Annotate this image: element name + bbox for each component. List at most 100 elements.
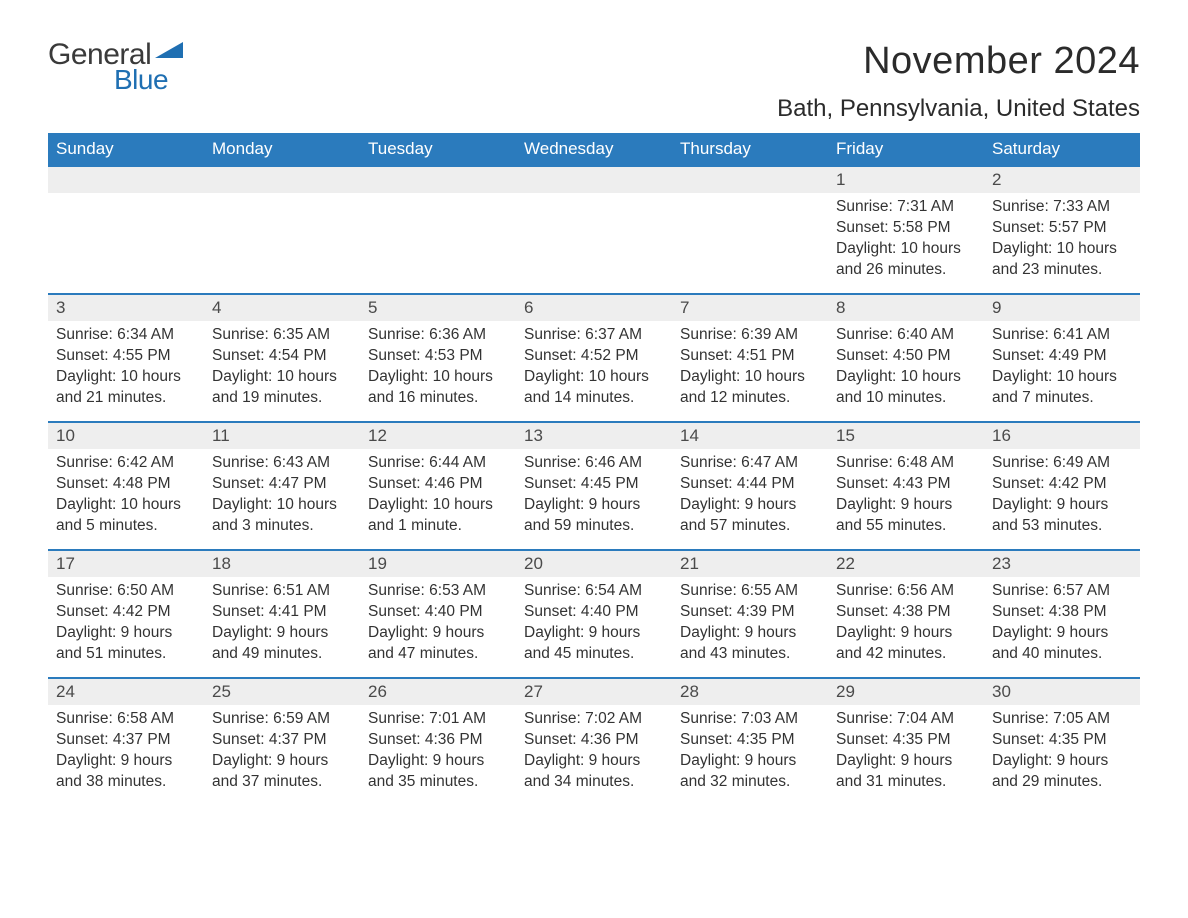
daylight-line: Daylight: 10 hours and 21 minutes. — [56, 367, 196, 409]
daylight-line: Daylight: 9 hours and 31 minutes. — [836, 751, 976, 793]
sunrise-line: Sunrise: 6:47 AM — [680, 453, 820, 474]
calendar-day-cell — [204, 167, 360, 293]
sunrise-line: Sunrise: 7:01 AM — [368, 709, 508, 730]
day-body: Sunrise: 6:37 AMSunset: 4:52 PMDaylight:… — [516, 321, 672, 417]
calendar-day-cell: 28Sunrise: 7:03 AMSunset: 4:35 PMDayligh… — [672, 679, 828, 805]
calendar-day-cell: 20Sunrise: 6:54 AMSunset: 4:40 PMDayligh… — [516, 551, 672, 677]
day-body: Sunrise: 6:39 AMSunset: 4:51 PMDaylight:… — [672, 321, 828, 417]
day-number — [204, 167, 360, 193]
day-number: 2 — [984, 167, 1140, 193]
calendar-week-row: 24Sunrise: 6:58 AMSunset: 4:37 PMDayligh… — [48, 677, 1140, 805]
day-number: 11 — [204, 423, 360, 449]
sunset-line: Sunset: 4:39 PM — [680, 602, 820, 623]
sunrise-line: Sunrise: 6:53 AM — [368, 581, 508, 602]
calendar-week-row: 10Sunrise: 6:42 AMSunset: 4:48 PMDayligh… — [48, 421, 1140, 549]
calendar-day-cell: 18Sunrise: 6:51 AMSunset: 4:41 PMDayligh… — [204, 551, 360, 677]
day-body: Sunrise: 7:02 AMSunset: 4:36 PMDaylight:… — [516, 705, 672, 801]
day-number: 19 — [360, 551, 516, 577]
sunset-line: Sunset: 4:46 PM — [368, 474, 508, 495]
calendar-day-cell: 16Sunrise: 6:49 AMSunset: 4:42 PMDayligh… — [984, 423, 1140, 549]
day-number: 1 — [828, 167, 984, 193]
sunset-line: Sunset: 4:36 PM — [524, 730, 664, 751]
day-number: 27 — [516, 679, 672, 705]
logo-triangle-icon — [155, 42, 183, 58]
day-number: 16 — [984, 423, 1140, 449]
daylight-line: Daylight: 10 hours and 26 minutes. — [836, 239, 976, 281]
sunset-line: Sunset: 4:37 PM — [212, 730, 352, 751]
day-number: 6 — [516, 295, 672, 321]
day-number: 23 — [984, 551, 1140, 577]
day-number: 17 — [48, 551, 204, 577]
sunset-line: Sunset: 4:52 PM — [524, 346, 664, 367]
day-number: 29 — [828, 679, 984, 705]
day-body: Sunrise: 6:43 AMSunset: 4:47 PMDaylight:… — [204, 449, 360, 545]
sunrise-line: Sunrise: 6:35 AM — [212, 325, 352, 346]
day-body: Sunrise: 7:01 AMSunset: 4:36 PMDaylight:… — [360, 705, 516, 801]
day-body: Sunrise: 7:31 AMSunset: 5:58 PMDaylight:… — [828, 193, 984, 289]
day-number: 24 — [48, 679, 204, 705]
day-body: Sunrise: 6:55 AMSunset: 4:39 PMDaylight:… — [672, 577, 828, 673]
daylight-line: Daylight: 9 hours and 55 minutes. — [836, 495, 976, 537]
day-number: 30 — [984, 679, 1140, 705]
sunrise-line: Sunrise: 6:34 AM — [56, 325, 196, 346]
calendar-day-cell: 12Sunrise: 6:44 AMSunset: 4:46 PMDayligh… — [360, 423, 516, 549]
day-body: Sunrise: 6:50 AMSunset: 4:42 PMDaylight:… — [48, 577, 204, 673]
calendar-day-cell — [360, 167, 516, 293]
day-body: Sunrise: 6:51 AMSunset: 4:41 PMDaylight:… — [204, 577, 360, 673]
calendar-day-cell — [516, 167, 672, 293]
day-body: Sunrise: 6:57 AMSunset: 4:38 PMDaylight:… — [984, 577, 1140, 673]
daylight-line: Daylight: 10 hours and 3 minutes. — [212, 495, 352, 537]
sunset-line: Sunset: 4:44 PM — [680, 474, 820, 495]
daylight-line: Daylight: 9 hours and 34 minutes. — [524, 751, 664, 793]
weekday-header-cell: Thursday — [672, 133, 828, 165]
sunset-line: Sunset: 4:53 PM — [368, 346, 508, 367]
sunset-line: Sunset: 4:37 PM — [56, 730, 196, 751]
day-body: Sunrise: 6:44 AMSunset: 4:46 PMDaylight:… — [360, 449, 516, 545]
calendar-day-cell: 23Sunrise: 6:57 AMSunset: 4:38 PMDayligh… — [984, 551, 1140, 677]
daylight-line: Daylight: 10 hours and 19 minutes. — [212, 367, 352, 409]
sunrise-line: Sunrise: 6:42 AM — [56, 453, 196, 474]
day-body: Sunrise: 6:36 AMSunset: 4:53 PMDaylight:… — [360, 321, 516, 417]
daylight-line: Daylight: 9 hours and 43 minutes. — [680, 623, 820, 665]
day-number — [360, 167, 516, 193]
calendar-day-cell: 1Sunrise: 7:31 AMSunset: 5:58 PMDaylight… — [828, 167, 984, 293]
calendar-day-cell — [48, 167, 204, 293]
daylight-line: Daylight: 9 hours and 49 minutes. — [212, 623, 352, 665]
calendar-day-cell: 8Sunrise: 6:40 AMSunset: 4:50 PMDaylight… — [828, 295, 984, 421]
daylight-line: Daylight: 9 hours and 53 minutes. — [992, 495, 1132, 537]
weekday-header-row: SundayMondayTuesdayWednesdayThursdayFrid… — [48, 133, 1140, 165]
calendar-day-cell: 21Sunrise: 6:55 AMSunset: 4:39 PMDayligh… — [672, 551, 828, 677]
day-body: Sunrise: 6:42 AMSunset: 4:48 PMDaylight:… — [48, 449, 204, 545]
day-body — [672, 193, 828, 205]
month-title: November 2024 — [777, 40, 1140, 83]
sunset-line: Sunset: 4:40 PM — [368, 602, 508, 623]
daylight-line: Daylight: 9 hours and 51 minutes. — [56, 623, 196, 665]
calendar-day-cell: 13Sunrise: 6:46 AMSunset: 4:45 PMDayligh… — [516, 423, 672, 549]
sunrise-line: Sunrise: 6:58 AM — [56, 709, 196, 730]
daylight-line: Daylight: 10 hours and 5 minutes. — [56, 495, 196, 537]
calendar-day-cell: 26Sunrise: 7:01 AMSunset: 4:36 PMDayligh… — [360, 679, 516, 805]
day-number: 20 — [516, 551, 672, 577]
sunset-line: Sunset: 4:55 PM — [56, 346, 196, 367]
day-body: Sunrise: 6:47 AMSunset: 4:44 PMDaylight:… — [672, 449, 828, 545]
weekday-header-cell: Friday — [828, 133, 984, 165]
calendar-day-cell: 11Sunrise: 6:43 AMSunset: 4:47 PMDayligh… — [204, 423, 360, 549]
day-body — [516, 193, 672, 205]
day-number: 21 — [672, 551, 828, 577]
day-body — [360, 193, 516, 205]
day-body: Sunrise: 6:56 AMSunset: 4:38 PMDaylight:… — [828, 577, 984, 673]
day-body: Sunrise: 7:33 AMSunset: 5:57 PMDaylight:… — [984, 193, 1140, 289]
day-number: 26 — [360, 679, 516, 705]
calendar-weeks: 1Sunrise: 7:31 AMSunset: 5:58 PMDaylight… — [48, 165, 1140, 805]
day-body: Sunrise: 6:48 AMSunset: 4:43 PMDaylight:… — [828, 449, 984, 545]
calendar-day-cell: 4Sunrise: 6:35 AMSunset: 4:54 PMDaylight… — [204, 295, 360, 421]
calendar-day-cell: 15Sunrise: 6:48 AMSunset: 4:43 PMDayligh… — [828, 423, 984, 549]
calendar-day-cell: 5Sunrise: 6:36 AMSunset: 4:53 PMDaylight… — [360, 295, 516, 421]
daylight-line: Daylight: 9 hours and 47 minutes. — [368, 623, 508, 665]
daylight-line: Daylight: 10 hours and 12 minutes. — [680, 367, 820, 409]
day-number: 3 — [48, 295, 204, 321]
sunset-line: Sunset: 4:42 PM — [992, 474, 1132, 495]
day-number: 12 — [360, 423, 516, 449]
sunrise-line: Sunrise: 6:55 AM — [680, 581, 820, 602]
day-number: 9 — [984, 295, 1140, 321]
